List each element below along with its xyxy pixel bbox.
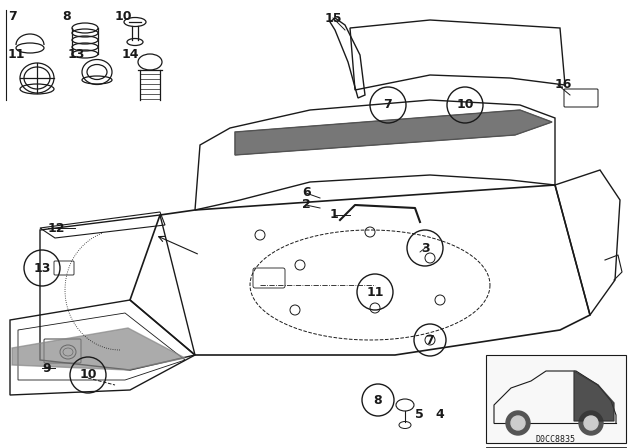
Text: 13: 13	[33, 262, 51, 275]
Text: 14: 14	[122, 48, 140, 61]
Polygon shape	[574, 371, 614, 421]
Text: 2: 2	[302, 198, 311, 211]
Text: 10: 10	[115, 9, 132, 22]
Text: 11: 11	[366, 285, 384, 298]
Text: 10: 10	[79, 369, 97, 382]
Circle shape	[506, 411, 530, 435]
Circle shape	[584, 416, 598, 430]
Text: 1: 1	[330, 208, 339, 221]
Circle shape	[579, 411, 603, 435]
Text: 13: 13	[68, 48, 85, 61]
Text: 3: 3	[420, 241, 429, 254]
Text: 8: 8	[62, 9, 70, 22]
Text: 6: 6	[302, 186, 310, 199]
Text: 10: 10	[456, 99, 474, 112]
Text: 9: 9	[42, 362, 51, 375]
Text: 12: 12	[48, 221, 65, 234]
Text: 5: 5	[415, 409, 424, 422]
Text: 7: 7	[383, 99, 392, 112]
Text: 16: 16	[555, 78, 572, 91]
Polygon shape	[235, 110, 552, 155]
Polygon shape	[12, 328, 185, 370]
Text: 11: 11	[8, 48, 26, 61]
Text: 4: 4	[435, 409, 444, 422]
Text: 15: 15	[325, 12, 342, 25]
Text: 7: 7	[426, 333, 435, 346]
Text: 7: 7	[8, 9, 17, 22]
Text: D0CC8835: D0CC8835	[536, 435, 576, 444]
Text: 8: 8	[374, 393, 382, 406]
FancyBboxPatch shape	[486, 355, 626, 443]
Circle shape	[511, 416, 525, 430]
